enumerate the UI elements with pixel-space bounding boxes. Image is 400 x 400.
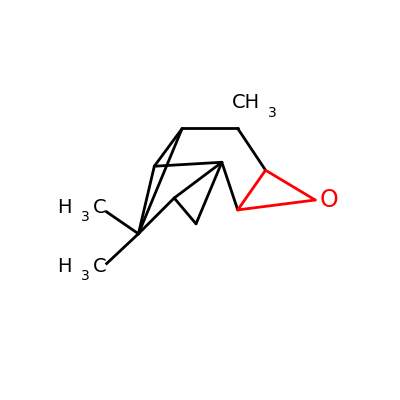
Text: C: C <box>93 257 106 276</box>
Text: 3: 3 <box>268 106 276 120</box>
Text: 3: 3 <box>81 269 90 283</box>
Text: CH: CH <box>232 93 260 112</box>
Text: O: O <box>319 188 338 212</box>
Text: C: C <box>93 198 106 217</box>
Text: 3: 3 <box>81 210 90 224</box>
Text: H: H <box>57 198 72 217</box>
Text: H: H <box>57 257 72 276</box>
